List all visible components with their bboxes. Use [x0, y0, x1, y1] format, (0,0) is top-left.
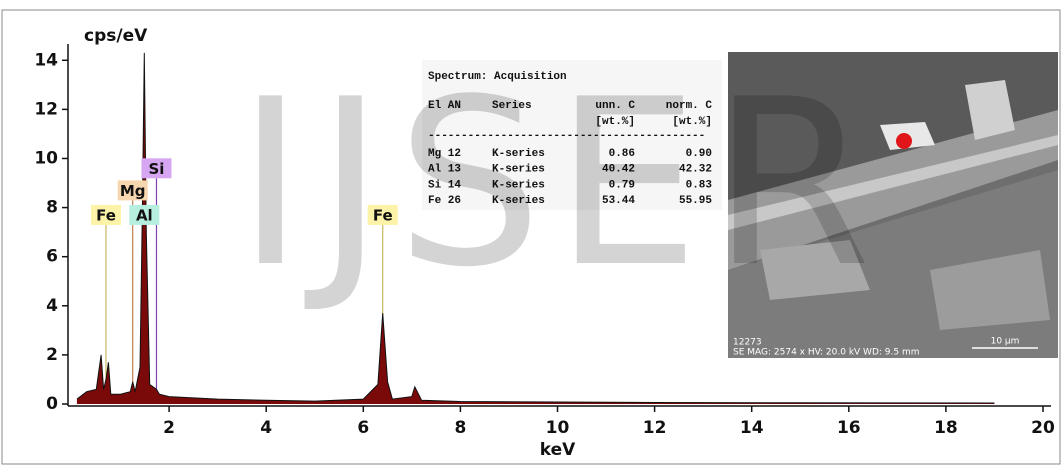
table-cell: K-series [492, 195, 545, 207]
x-tick-label: 4 [260, 418, 272, 438]
image-scale: 10 µm [991, 337, 1020, 347]
table-cell: Fe 26 [428, 195, 461, 207]
x-tick-label: 12 [643, 418, 667, 438]
table-cell: Al 13 [428, 164, 461, 176]
element-box [141, 158, 172, 179]
y-tick-label: 6 [46, 247, 58, 267]
y-tick-label: 0 [46, 394, 58, 414]
y-tick-label: 8 [46, 198, 58, 218]
x-tick-label: 18 [934, 418, 958, 438]
table-cell: 0.86 [609, 148, 635, 160]
table-header: Series [492, 100, 532, 112]
element-label: Al [136, 206, 153, 224]
x-tick-label: 20 [1031, 418, 1055, 438]
y-tick-label: 14 [34, 50, 58, 70]
table-cell: K-series [492, 148, 545, 160]
element-box [367, 204, 398, 225]
table-unit: [wt.%] [595, 116, 635, 128]
watermark: IJSER [237, 51, 884, 318]
x-tick-label: 16 [837, 418, 861, 438]
x-tick-label: 6 [357, 418, 369, 438]
x-tick-label: 8 [454, 418, 466, 438]
image-info: SE MAG: 2574 x HV: 20.0 kV WD: 9.5 mm [733, 348, 920, 358]
table-bg [422, 60, 722, 210]
table-cell: 0.90 [686, 148, 712, 160]
table-cell: 55.95 [679, 195, 712, 207]
y-tick-label: 10 [34, 148, 58, 168]
table-unit: [wt.%] [672, 116, 712, 128]
table-cell: K-series [492, 179, 545, 191]
x-axis-label: keV [540, 440, 576, 460]
table-header: El AN [428, 100, 461, 112]
image-id: 12273 [733, 338, 762, 348]
x-tick-label: 10 [546, 418, 570, 438]
y-tick-label: 12 [34, 99, 58, 119]
sem-texture [728, 52, 1058, 358]
spectrum-line [76, 52, 995, 404]
table-cell: 42.32 [679, 164, 712, 176]
x-tick-label: 14 [740, 418, 764, 438]
table-cell: 0.83 [686, 179, 713, 191]
element-label: Mg [120, 182, 146, 200]
table-header: norm. C [666, 100, 713, 112]
element-label: Si [149, 160, 165, 178]
element-label: Fe [96, 206, 116, 224]
element-box [90, 204, 121, 225]
element-label: Fe [373, 206, 393, 224]
element-box [129, 204, 160, 225]
element-box [117, 180, 148, 201]
table-cell: K-series [492, 164, 545, 176]
y-tick-label: 2 [46, 345, 58, 365]
table-cell: 53.44 [602, 195, 635, 207]
table-title: Spectrum: Acquisition [428, 71, 567, 83]
table: Spectrum: Acquisition El AN Series unn. C no… [428, 71, 712, 207]
x-tick-label: 2 [163, 418, 175, 438]
table-cell: Si 14 [428, 179, 461, 191]
y-tick-label: 4 [46, 296, 58, 316]
table-header: unn. C [595, 100, 635, 112]
table-rule: ----------------------------------------… [428, 130, 705, 142]
table-cell: Mg 12 [428, 148, 461, 160]
y-axis-label: cps/eV [84, 26, 148, 46]
table-cell: 0.79 [609, 179, 635, 191]
table-cell: 40.42 [602, 164, 635, 176]
